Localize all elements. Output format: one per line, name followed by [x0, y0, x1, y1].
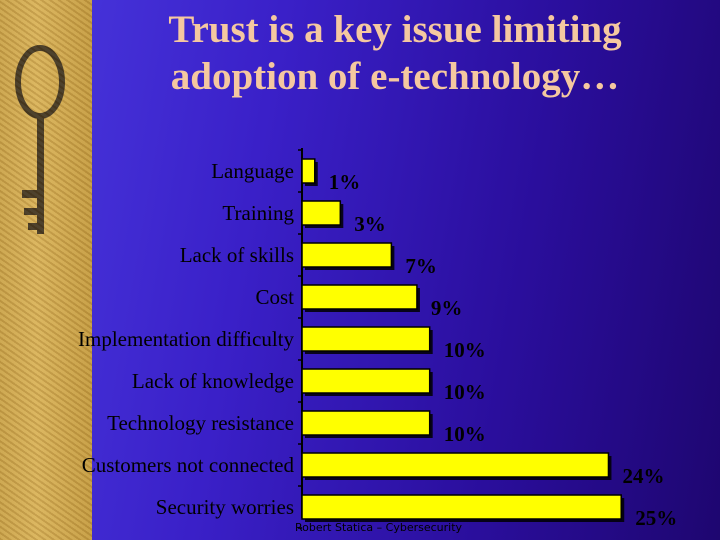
value-label-cost: 9%: [431, 296, 463, 320]
value-label-training: 3%: [354, 212, 386, 236]
category-label-technology-resistance: Technology resistance: [107, 411, 294, 435]
bar-training: [301, 200, 342, 226]
category-label-cost: Cost: [255, 285, 294, 309]
value-label-implementation-difficulty: 10%: [444, 338, 486, 362]
value-label-technology-resistance: 10%: [444, 422, 486, 446]
title-line-1: Trust is a key issue limiting: [168, 8, 622, 51]
category-label-lack-of-skills: Lack of skills: [180, 243, 294, 267]
value-label-language: 1%: [329, 170, 361, 194]
category-label-language: Language: [211, 159, 294, 183]
value-label-lack-of-knowledge: 10%: [444, 380, 486, 404]
bar-customers-not-connected: [301, 452, 610, 478]
value-label-customers-not-connected: 24%: [622, 464, 664, 488]
value-label-lack-of-skills: 7%: [405, 254, 437, 278]
category-label-security-worries: Security worries: [156, 495, 294, 519]
value-label-security-worries: 25%: [635, 506, 677, 530]
bar-implementation-difficulty: [301, 326, 431, 352]
category-label-implementation-difficulty: Implementation difficulty: [78, 327, 294, 351]
footer-credit: Robert Statica – Cybersecurity: [295, 521, 463, 534]
background-photo-strip: [0, 0, 92, 540]
slide-title: Trust is a key issue limiting adoption o…: [100, 6, 690, 100]
bar-cost: [301, 284, 418, 310]
category-label-lack-of-knowledge: Lack of knowledge: [132, 369, 294, 393]
category-label-training: Training: [222, 201, 294, 225]
bar-technology-resistance: [301, 410, 431, 436]
bar-language: [301, 158, 316, 184]
title-line-2: adoption of e-technology…: [170, 55, 620, 98]
bar-lack-of-skills: [301, 242, 393, 268]
bar-security-worries: [301, 494, 622, 520]
category-label-customers-not-connected: Customers not connected: [82, 453, 295, 477]
bar-lack-of-knowledge: [301, 368, 431, 394]
